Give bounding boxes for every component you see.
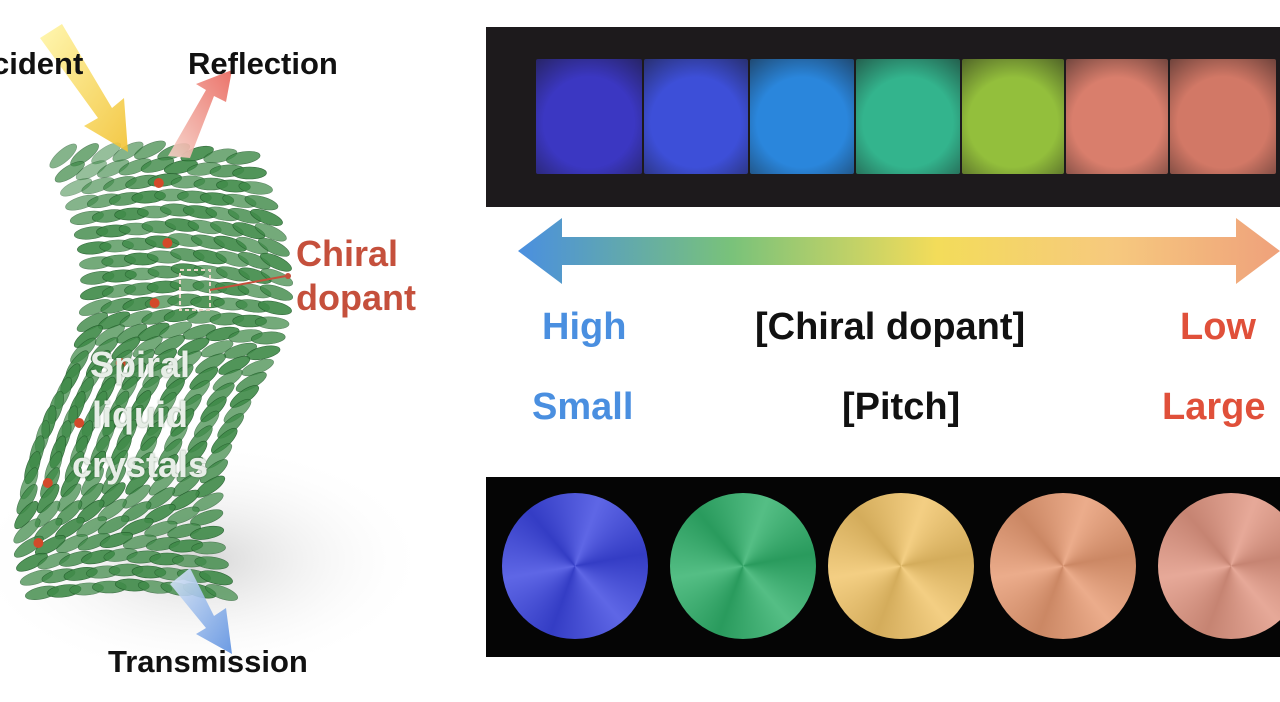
liquid-crystal-molecule bbox=[49, 143, 77, 169]
liquid-crystal-molecule bbox=[238, 181, 273, 195]
liquid-crystal-molecule bbox=[244, 195, 279, 211]
disc-sample bbox=[502, 493, 648, 639]
liquid-crystal-molecule bbox=[254, 316, 290, 330]
liquid-crystal-molecule bbox=[75, 160, 107, 181]
spiral-liquid-crystal-illustration bbox=[0, 24, 430, 680]
chiral-dopant-leader bbox=[209, 275, 287, 291]
incident-label: cident bbox=[0, 46, 84, 81]
liquid-crystal-molecule bbox=[190, 509, 224, 526]
liquid-crystal-molecule bbox=[259, 284, 294, 301]
liquid-crystal-molecule bbox=[258, 237, 290, 257]
film-swatch bbox=[962, 59, 1064, 174]
film-swatch bbox=[536, 59, 642, 174]
film-swatch bbox=[750, 59, 854, 174]
liquid-crystal-molecule bbox=[13, 518, 41, 544]
liquid-crystal-molecule bbox=[191, 541, 226, 555]
high-label: High bbox=[542, 306, 627, 348]
liquid-crystal-molecule bbox=[148, 470, 177, 496]
chiral-dopant-molecule bbox=[153, 178, 164, 188]
liquid-crystal-molecule bbox=[99, 532, 134, 548]
liquid-crystal-molecule bbox=[254, 223, 287, 242]
liquid-crystal-molecule bbox=[14, 501, 39, 530]
chiral-dopant-molecule bbox=[162, 238, 173, 248]
film-swatch bbox=[644, 59, 748, 174]
liquid-crystal-molecule bbox=[57, 483, 82, 512]
liquid-crystal-molecule bbox=[97, 159, 130, 178]
gradient-double-arrow bbox=[518, 218, 1280, 284]
spiral-liquid-crystals-label: Spiral liquid crystals bbox=[71, 344, 209, 485]
small-label: Small bbox=[532, 386, 634, 428]
liquid-crystal-molecule bbox=[60, 178, 93, 197]
disc-sample bbox=[990, 493, 1136, 639]
liquid-crystal-molecule bbox=[194, 556, 229, 570]
film-swatch bbox=[1066, 59, 1168, 174]
liquid-crystal-molecule bbox=[77, 533, 111, 551]
liquid-crystal-molecule bbox=[251, 331, 286, 345]
liquid-crystal-molecule bbox=[235, 236, 269, 255]
liquid-crystal-molecule bbox=[97, 515, 130, 535]
chiral-dopant-molecule bbox=[149, 298, 160, 308]
liquid-crystal-molecule bbox=[257, 300, 292, 315]
reflection-label: Reflection bbox=[188, 46, 338, 81]
liquid-crystal-molecule bbox=[232, 222, 266, 240]
liquid-crystal-molecule bbox=[226, 151, 261, 165]
pitch-axis-label: [Pitch] bbox=[842, 386, 961, 428]
transmission-label: Transmission bbox=[108, 644, 308, 679]
liquid-crystal-molecule bbox=[134, 140, 166, 160]
reflection-arrow bbox=[168, 70, 232, 158]
liquid-crystal-molecule bbox=[237, 251, 271, 270]
film-samples-photo bbox=[486, 27, 1280, 207]
low-label: Low bbox=[1180, 306, 1256, 348]
liquid-crystal-molecule bbox=[167, 523, 201, 539]
chiral-dopant-label: Chiral dopant bbox=[296, 233, 416, 318]
transmission-arrow bbox=[170, 568, 232, 654]
liquid-crystal-molecule bbox=[34, 535, 66, 556]
disc-sample bbox=[1158, 493, 1280, 639]
liquid-crystal-molecule bbox=[140, 157, 175, 173]
liquid-crystal-molecule bbox=[189, 525, 225, 540]
liquid-crystal-molecule bbox=[199, 459, 228, 484]
film-swatch bbox=[856, 59, 960, 174]
large-label: Large bbox=[1162, 386, 1266, 428]
liquid-crystal-molecule bbox=[172, 473, 201, 497]
disc-sample bbox=[828, 493, 974, 639]
liquid-crystal-molecule bbox=[56, 534, 88, 554]
liquid-crystal-molecule bbox=[54, 161, 85, 183]
chiral-dopant-axis-label: [Chiral dopant] bbox=[755, 306, 1026, 348]
chiral-dopant-molecule bbox=[74, 418, 85, 428]
liquid-crystal-molecule bbox=[232, 166, 267, 180]
liquid-crystal-molecule bbox=[205, 584, 239, 601]
liquid-crystal-molecule bbox=[250, 209, 283, 226]
chiral-dopant-molecule bbox=[33, 538, 44, 548]
disc-samples-photo bbox=[486, 477, 1280, 657]
disc-sample bbox=[670, 493, 816, 639]
liquid-crystal-molecule bbox=[125, 468, 152, 495]
liquid-crystal-molecule bbox=[144, 520, 178, 537]
liquid-crystal-molecule bbox=[260, 252, 292, 272]
film-swatch bbox=[1170, 59, 1276, 174]
chiral-dopant-molecule bbox=[42, 478, 53, 488]
liquid-crystal-molecule bbox=[199, 570, 233, 586]
liquid-crystal-molecule bbox=[16, 552, 48, 572]
incident-arrow bbox=[40, 24, 128, 152]
